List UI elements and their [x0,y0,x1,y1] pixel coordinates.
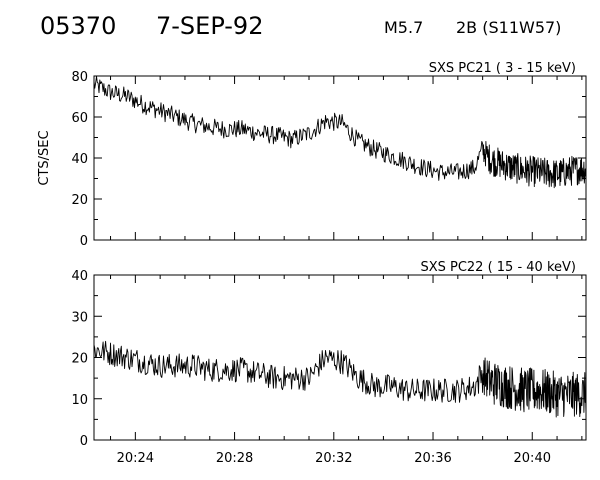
count-rate-trace [93,340,587,418]
y-tick-label: 0 [80,234,88,249]
y-tick-label: 20 [71,193,88,208]
y-tick-label: 0 [80,434,88,449]
x-tick-label: 20:36 [414,451,451,466]
y-tick-label: 10 [71,393,88,408]
x-tick-label: 20:24 [117,451,154,466]
panel-2: SXS PC22 ( 15 - 40 keV) 0 10 20 30 40 20:24 20:… [71,260,587,466]
count-rate-trace [93,75,587,189]
x-tick-label: 20:40 [514,451,551,466]
event-number: 05370 [40,12,117,40]
y-tick-label: 60 [71,111,88,126]
y-tick-label: 80 [71,70,88,85]
y-tick-label: 20 [71,352,88,367]
plot-frame [93,75,587,241]
y-axis-label: CTS/SEC [37,130,52,185]
flare-region: 2B (S11W57) [456,18,562,37]
event-date: 7-SEP-92 [156,12,264,40]
flare-class: M5.7 [384,18,424,37]
panel-title: SXS PC21 ( 3 - 15 keV) [429,61,576,76]
panel-1: SXS PC21 ( 3 - 15 keV) CTS/SEC 0 20 40 60 80 [37,61,587,249]
y-tick-label: 40 [71,269,88,284]
x-tick-label: 20:32 [315,451,352,466]
y-tick-label: 40 [71,152,88,167]
panel-title: SXS PC22 ( 15 - 40 keV) [420,260,576,275]
x-tick-label: 20:28 [216,451,253,466]
y-tick-label: 30 [71,310,88,325]
